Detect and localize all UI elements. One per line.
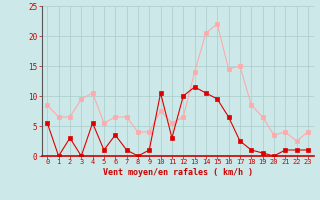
X-axis label: Vent moyen/en rafales ( km/h ): Vent moyen/en rafales ( km/h ) [103, 168, 252, 177]
